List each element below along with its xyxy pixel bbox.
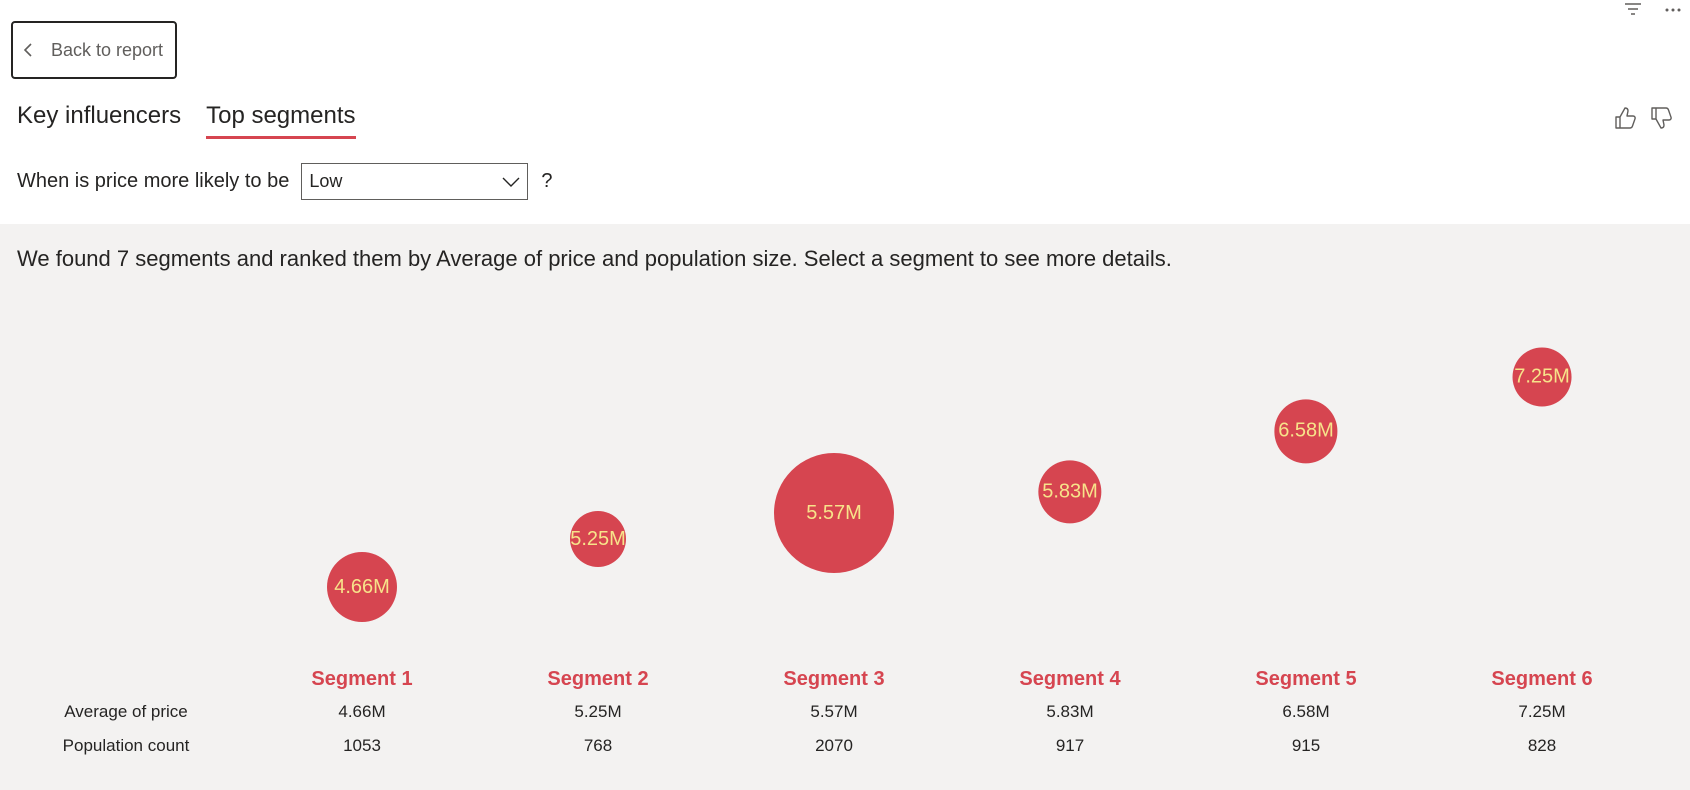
average-price-cell: 6.58M <box>1282 702 1330 721</box>
segment-label[interactable]: Segment 4 <box>1019 668 1121 690</box>
tab-key-influencers[interactable]: Key influencers <box>17 102 182 129</box>
average-price-cell: 7.25M <box>1518 702 1566 721</box>
chevron-left-icon <box>23 42 33 58</box>
question-prefix: When is price more likely to be <box>17 170 290 192</box>
tab-top-segments[interactable]: Top segments <box>206 102 356 139</box>
segment-label[interactable]: Segment 1 <box>311 668 413 690</box>
population-count-cell: 2070 <box>815 736 853 755</box>
population-count-cell: 917 <box>1055 736 1085 755</box>
segments-panel: We found 7 segments and ranked them by A… <box>0 224 1690 790</box>
question-row: When is price more likely to be Low ? <box>17 163 552 200</box>
segment-bubble[interactable]: 5.83M <box>1038 460 1102 524</box>
average-price-cell: 4.66M <box>338 702 386 721</box>
segment-bubble[interactable]: 5.57M <box>774 453 894 574</box>
thumbs-down-icon[interactable] <box>1650 106 1672 130</box>
segment-bubble[interactable]: 6.58M <box>1274 399 1338 463</box>
dropdown-value: Low <box>309 171 343 191</box>
question-mark: ? <box>541 170 553 192</box>
segment-bubble[interactable]: 7.25M <box>1512 347 1572 407</box>
more-options-icon[interactable] <box>1664 7 1682 13</box>
back-to-report-label: Back to report <box>51 39 164 60</box>
segment-bubble[interactable]: 5.25M <box>570 511 626 568</box>
feedback-buttons <box>1614 106 1672 130</box>
tab-bar: Key influencers Top segments <box>17 102 356 139</box>
population-count-cell: 768 <box>583 736 613 755</box>
average-price-cell: 5.57M <box>810 702 858 721</box>
outcome-dropdown[interactable]: Low <box>301 163 529 200</box>
chevron-down-icon <box>502 177 520 187</box>
back-to-report-button[interactable]: Back to report <box>11 21 177 79</box>
thumbs-up-icon[interactable] <box>1614 106 1636 130</box>
segment-label[interactable]: Segment 3 <box>783 668 885 690</box>
average-price-cell: 5.83M <box>1046 702 1094 721</box>
segment-label[interactable]: Segment 6 <box>1491 668 1593 690</box>
segment-label[interactable]: Segment 2 <box>547 668 649 690</box>
population-count-cell: 915 <box>1291 736 1321 755</box>
row-label-average-price: Average of price <box>64 702 188 721</box>
row-label-population: Population count <box>62 736 190 755</box>
filter-icon[interactable] <box>1624 2 1642 18</box>
population-count-cell: 1053 <box>343 736 381 755</box>
segment-bubble[interactable]: 4.66M <box>327 552 397 622</box>
summary-text: We found 7 segments and ranked them by A… <box>17 246 1172 271</box>
average-price-cell: 5.25M <box>574 702 622 721</box>
segment-label[interactable]: Segment 5 <box>1255 668 1357 690</box>
population-count-cell: 828 <box>1527 736 1557 755</box>
top-toolbar <box>1624 2 1682 18</box>
